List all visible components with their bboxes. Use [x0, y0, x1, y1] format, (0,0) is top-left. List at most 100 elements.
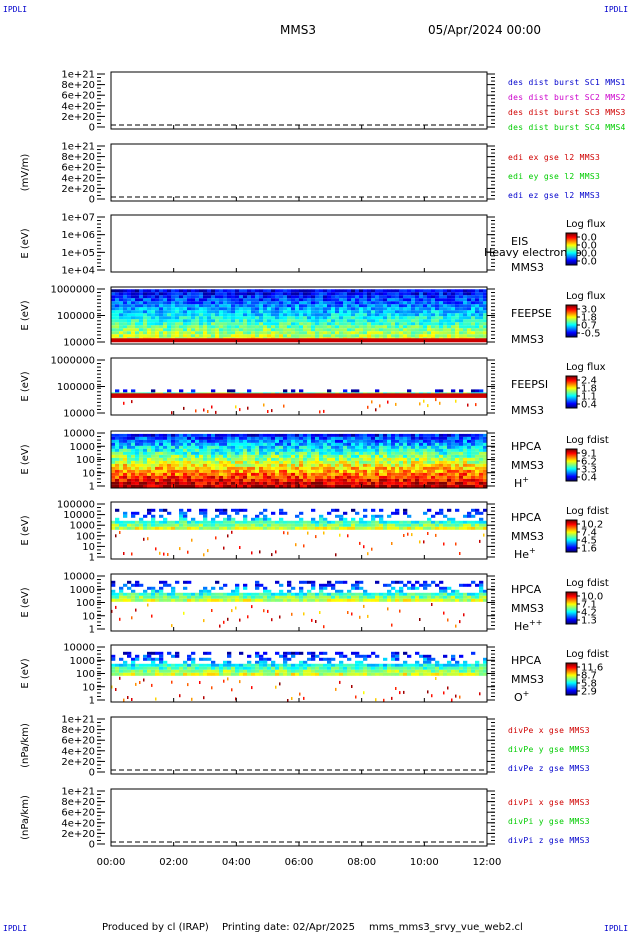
- spectrogram-cell: [407, 319, 412, 323]
- spectrogram-cell: [123, 511, 128, 515]
- spectrogram-cell: [371, 301, 376, 305]
- spectrogram-cell: [391, 511, 396, 515]
- spectrogram-cell: [243, 484, 248, 488]
- spectrogram-cell: [123, 292, 128, 296]
- spectrogram-cell: [299, 334, 304, 338]
- spectrogram-cell: [119, 526, 124, 530]
- spectrogram-cell: [199, 454, 204, 458]
- spectrogram-cell: [399, 457, 404, 461]
- spectrogram-cell: [211, 520, 216, 524]
- spectrogram-cell: [319, 457, 324, 461]
- spectrogram-cell: [139, 484, 144, 488]
- spectrogram-cell: [439, 316, 444, 320]
- spectrogram-cell: [175, 478, 180, 482]
- spectrogram-cell: [471, 451, 476, 455]
- spectrogram-cell: [391, 454, 396, 458]
- spectrogram-cell: [115, 389, 120, 393]
- spectrogram-cell: [171, 520, 176, 524]
- spectrogram-cell: [463, 328, 468, 332]
- spectrogram-cell: [179, 301, 184, 305]
- footer-file: mms_mms3_srvy_vue_web2.cl: [369, 922, 523, 933]
- spectrogram-cell: [119, 484, 124, 488]
- spectrogram-cell: [279, 517, 284, 521]
- spectrogram-cell: [347, 523, 352, 527]
- spectrogram-cell: [231, 334, 236, 338]
- spectrogram-cell: [399, 310, 404, 314]
- spectrogram-cell: [231, 520, 236, 524]
- spectrogram-cell: [143, 589, 148, 593]
- colorbar-step: [566, 466, 577, 468]
- spectrogram-cell: [175, 292, 180, 296]
- colorbar-step: [566, 534, 577, 536]
- spectrogram-cell: [275, 520, 280, 524]
- spectrogram-cell: [483, 334, 488, 338]
- spectrogram-cell: [135, 331, 140, 335]
- spectrogram-cell: [383, 307, 388, 311]
- spectrogram-cell: [475, 511, 480, 515]
- colorbar-title: Log fdist: [566, 506, 609, 517]
- spectrogram-cell: [351, 472, 356, 476]
- spectrogram-speck: [307, 531, 309, 535]
- spectrogram-cell: [467, 592, 472, 596]
- spectrogram-cell: [447, 445, 452, 449]
- spectrogram-cell: [443, 463, 448, 467]
- spectrogram-cell: [467, 475, 472, 479]
- spectrogram-cell: [235, 511, 240, 515]
- spectrogram-cell: [375, 451, 380, 455]
- spectrogram-cell: [151, 307, 156, 311]
- spectrogram-cell: [479, 583, 484, 587]
- spectrogram-cell: [123, 307, 128, 311]
- spectrogram-cell: [267, 322, 272, 326]
- colorbar-step: [566, 465, 577, 467]
- spectrogram-cell: [299, 292, 304, 296]
- spectrogram-cell: [415, 463, 420, 467]
- spectrogram-cell: [419, 313, 424, 317]
- spectrogram-cell: [399, 319, 404, 323]
- spectrogram-cell: [427, 325, 432, 329]
- spectrogram-cell: [199, 469, 204, 473]
- spectrogram-cell: [215, 448, 220, 452]
- spectrogram-cell: [419, 460, 424, 464]
- spectrogram-cell: [395, 316, 400, 320]
- spectrogram-cell: [359, 331, 364, 335]
- spectrogram-cell: [151, 460, 156, 464]
- spectrogram-cell: [395, 523, 400, 527]
- spectrogram-cell: [111, 475, 116, 479]
- spectrogram-cell: [191, 307, 196, 311]
- spectrogram-speck: [479, 539, 481, 543]
- spectrogram-cell: [479, 298, 484, 302]
- spectrogram-cell: [111, 478, 116, 482]
- spectrogram-cell: [335, 520, 340, 524]
- spectrogram-cell: [143, 457, 148, 461]
- spectrogram-cell: [191, 433, 196, 437]
- spectrogram-cell: [111, 289, 116, 293]
- spectrogram-cell: [463, 466, 468, 470]
- spectrogram-cell: [255, 310, 260, 314]
- spectrogram-cell: [303, 334, 308, 338]
- spectrogram-cell: [259, 322, 264, 326]
- spectrogram-cell: [323, 598, 328, 602]
- spectrogram-cell: [383, 289, 388, 293]
- spectrogram-cell: [387, 334, 392, 338]
- spectrogram-cell: [191, 472, 196, 476]
- spectrogram-cell: [307, 298, 312, 302]
- spectrogram-cell: [267, 484, 272, 488]
- spectrogram-cell: [191, 466, 196, 470]
- spectrogram-cell: [199, 511, 204, 515]
- spectrogram-cell: [191, 454, 196, 458]
- spectrogram-cell: [299, 589, 304, 593]
- spectrogram-cell: [415, 460, 420, 464]
- spectrogram-cell: [363, 475, 368, 479]
- spectrogram-cell: [131, 389, 136, 393]
- spectrogram-cell: [391, 310, 396, 314]
- spectrogram-cell: [167, 439, 172, 443]
- spectrogram-cell: [179, 439, 184, 443]
- instrument-label: MMS3: [511, 459, 544, 472]
- spectrogram-cell: [327, 439, 332, 443]
- spectrogram-cell: [435, 466, 440, 470]
- spectrogram-cell: [211, 445, 216, 449]
- spectrogram-cell: [431, 298, 436, 302]
- spectrogram-cell: [187, 454, 192, 458]
- spectrogram-cell: [163, 475, 168, 479]
- spectrogram-cell: [331, 442, 336, 446]
